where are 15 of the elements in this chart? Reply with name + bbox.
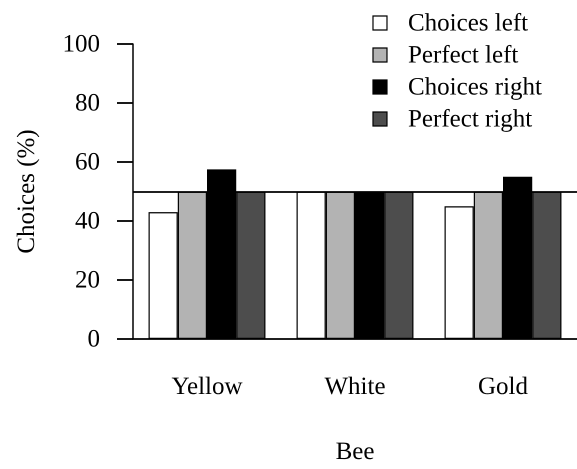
- x-tick-label: White: [324, 373, 386, 400]
- legend-label: Perfect right: [408, 106, 532, 132]
- y-tick-label: 40: [75, 208, 100, 234]
- x-axis-title: Bee: [336, 438, 374, 465]
- x-tick-label: Gold: [478, 373, 528, 400]
- x-tick-label: Yellow: [171, 373, 243, 400]
- y-tick-label: 100: [62, 30, 100, 58]
- legend-label: Perfect left: [408, 42, 518, 68]
- legend-label: Choices right: [408, 74, 542, 100]
- y-axis-title: Choices (%): [13, 129, 40, 254]
- y-tick-label: 80: [75, 90, 100, 116]
- legend-label: Choices left: [408, 10, 528, 36]
- y-tick-label: 20: [75, 266, 100, 294]
- y-tick-label: 0: [88, 326, 100, 352]
- y-tick-label: 60: [75, 148, 100, 176]
